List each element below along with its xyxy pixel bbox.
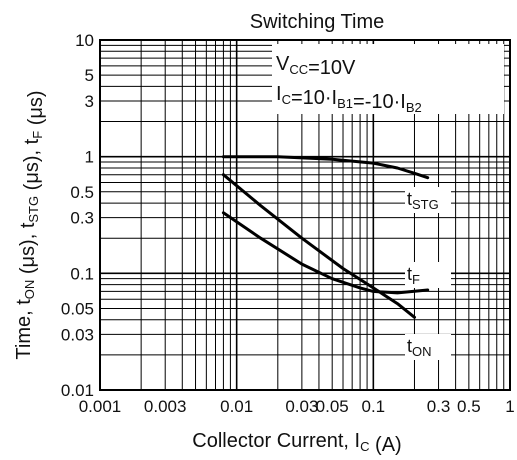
series-label-stg: tSTG <box>407 189 439 212</box>
x-tick-label: 0.03 <box>285 397 318 416</box>
series-label-f: tF <box>407 264 420 287</box>
plot-frame <box>99 39 511 391</box>
conditions-box <box>272 44 504 114</box>
y-tick-label: 0.03 <box>61 325 94 344</box>
y-tick-label: 3 <box>85 92 94 111</box>
series-line-on <box>221 173 416 319</box>
x-tick-label: 0.003 <box>144 397 187 416</box>
condition-1: VCC=10V <box>276 53 356 79</box>
chart-title: Switching Time <box>250 11 385 33</box>
series-line-stg <box>221 155 430 180</box>
x-tick-label: 0.3 <box>427 397 451 416</box>
x-tick-label: 0.1 <box>362 397 386 416</box>
series-labels: tSTG tF tON <box>405 187 451 360</box>
series-label-bg <box>405 262 451 288</box>
condition-2: IC=10·IB1=-10·IB2 <box>276 83 422 115</box>
y-tick-label: 0.1 <box>70 264 94 283</box>
tick-labels: 0.001 0.003 0.01 0.030.05 0.1 0.3 0.5 1105310.5… <box>61 31 515 416</box>
series-label-bg <box>405 187 451 213</box>
series-label-on: tON <box>407 336 432 359</box>
y-axis-label: Time, tON (μs), tSTG (μs), tF (μs) <box>13 90 47 359</box>
x-tick-label: 0.01 <box>220 397 253 416</box>
x-tick-label: 0.001 <box>79 397 122 416</box>
y-tick-label: 1 <box>85 148 94 167</box>
x-tick-label: 0.5 <box>457 397 481 416</box>
y-tick-label: 0.01 <box>61 381 94 400</box>
y-tick-label: 10 <box>75 31 94 50</box>
x-tick-label: 1 <box>505 397 514 416</box>
y-tick-label: 5 <box>85 66 94 85</box>
y-tick-label: 0.05 <box>61 299 94 318</box>
y-tick-label: 0.3 <box>70 209 94 228</box>
y-tick-label: 0.5 <box>70 183 94 202</box>
series-lines <box>221 155 430 319</box>
series-label-bg <box>405 334 451 360</box>
series-line-f <box>221 211 430 295</box>
x-axis-label: Collector Current, IC (A) <box>192 430 401 456</box>
x-tick-label: 0.05 <box>316 397 349 416</box>
conditions: VCC=10V IC=10·IB1=-10·IB2 <box>272 44 504 115</box>
